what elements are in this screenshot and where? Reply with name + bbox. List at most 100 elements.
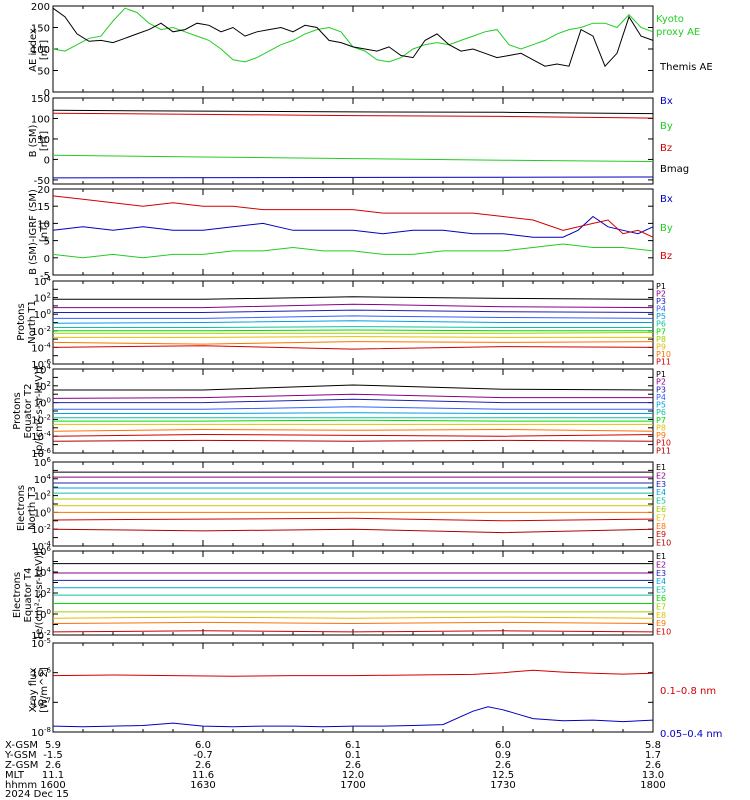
panel-2: -5 0 5 10 15 20 bbox=[37, 185, 654, 282]
legend-e8: E8 bbox=[656, 611, 666, 620]
tick-base: 10 bbox=[34, 492, 47, 503]
series-line-p9 bbox=[52, 428, 654, 432]
eph-value: -1.5 bbox=[43, 750, 63, 761]
xray-ylabel-b: [W/m^2] bbox=[39, 667, 50, 713]
series-line-p8 bbox=[53, 332, 654, 334]
tick-exponent: -6 bbox=[44, 358, 52, 366]
e1-ylabel-b: North T3 bbox=[27, 486, 38, 530]
series-line-p9 bbox=[53, 336, 653, 338]
tick-base: 10 bbox=[34, 310, 47, 321]
tick-exponent: -6 bbox=[44, 447, 52, 455]
y-tick-label: 10-6 bbox=[31, 358, 51, 371]
series-line-p1 bbox=[53, 384, 654, 391]
panel-frame bbox=[52, 461, 654, 547]
legend-p4: P4 bbox=[656, 305, 666, 314]
legend-e1: E1 bbox=[656, 552, 666, 561]
legend-p7: P7 bbox=[656, 416, 666, 425]
bdiff-ylabel: B (SM)-IGRF (SM) bbox=[28, 189, 39, 275]
tick-base: 10 bbox=[34, 547, 47, 558]
y-tick-label: 102 bbox=[34, 587, 51, 600]
legend-p5: P5 bbox=[656, 401, 666, 410]
legend-p4: P4 bbox=[656, 393, 666, 402]
y-tick-label: 102 bbox=[34, 490, 51, 503]
legend-xray-short: 0.05–0.4 nm bbox=[660, 729, 722, 740]
panel-0: 0 50 100 150 200 bbox=[31, 2, 654, 99]
e2-ylabel-a: Electrons bbox=[12, 572, 23, 618]
legend-e5: E5 bbox=[656, 497, 666, 506]
eph-label-hhmm: hhmm bbox=[5, 780, 37, 791]
xray-ylabel-a: Xray flux bbox=[28, 668, 39, 713]
y-tick-label: 150 bbox=[31, 24, 50, 35]
series-line-kyoto-proxy-ae bbox=[52, 7, 654, 63]
eph-value: -0.7 bbox=[193, 750, 213, 761]
eph-value: 13.0 bbox=[642, 770, 664, 781]
y-tick-label: 50 bbox=[37, 67, 50, 78]
legend-e9: E9 bbox=[656, 619, 666, 628]
series-line-themis-ae bbox=[52, 7, 654, 68]
legend-b-bx: Bx bbox=[660, 96, 673, 107]
series-line-0-05-0-4-nm bbox=[52, 706, 654, 728]
tick-base: 10 bbox=[34, 458, 47, 469]
y-tick-label: 10-2 bbox=[31, 325, 51, 338]
p1-ylabel-b: North T1 bbox=[27, 300, 38, 344]
y-tick-label: 102 bbox=[34, 380, 51, 393]
y-tick-label: 200 bbox=[31, 2, 50, 13]
eph-value: 2.6 bbox=[645, 760, 661, 771]
series-line-by bbox=[52, 154, 654, 162]
panel-4: 10410210010-210-410-6P1P2P3P4P5P6P7P8P9P… bbox=[31, 363, 671, 460]
eph-value: 1730 bbox=[490, 780, 515, 791]
y-tick-label: 10-4 bbox=[31, 430, 51, 443]
eph-label-y: Y-GSM bbox=[4, 750, 37, 761]
eph-value: 2.6 bbox=[195, 760, 211, 771]
tick-base: 10 bbox=[31, 639, 44, 650]
eph-value: 1.7 bbox=[645, 750, 661, 761]
eph-label-mlt: MLT bbox=[5, 770, 25, 781]
legend-e2: E2 bbox=[656, 471, 666, 480]
y-tick-label: 106 bbox=[34, 545, 52, 558]
legend-p6: P6 bbox=[656, 408, 666, 417]
legend-e9: E9 bbox=[656, 530, 666, 539]
legend-e4: E4 bbox=[656, 577, 666, 586]
tick-exponent: 4 bbox=[47, 566, 52, 574]
y-tick-label: 10-6 bbox=[31, 447, 51, 460]
panel-frame bbox=[52, 5, 654, 93]
panel-3: 10410210010-210-410-6P1P2P3P4P5P6P7P8P9P… bbox=[31, 275, 671, 371]
tick-exponent: -2 bbox=[44, 523, 51, 531]
tick-base: 10 bbox=[31, 449, 44, 460]
tick-exponent: -4 bbox=[44, 341, 52, 349]
series-line-p4 bbox=[53, 406, 653, 410]
y-tick-label: 104 bbox=[34, 473, 52, 486]
y-tick-label: 104 bbox=[34, 566, 52, 579]
legend-p11: P11 bbox=[656, 446, 671, 455]
legend-p10: P10 bbox=[656, 439, 671, 448]
e2-ylabel-b: Equator T4 bbox=[23, 568, 34, 623]
series-line-bx bbox=[52, 176, 654, 179]
tick-base: 10 bbox=[34, 568, 47, 579]
y-tick-label: 10-2 bbox=[31, 523, 51, 536]
b-ylabel: B (SM) bbox=[28, 124, 39, 157]
y-tick-label: 10-2 bbox=[31, 413, 51, 426]
eph-value: 11.1 bbox=[42, 770, 64, 781]
legend-b-bz: Bz bbox=[660, 143, 672, 154]
tick-base: 10 bbox=[31, 432, 44, 443]
tick-exponent: -4 bbox=[44, 540, 52, 548]
y-tick-label: 10-4 bbox=[31, 540, 51, 553]
e2-ylabel-c: [e/(cm²-s-sr-keV)] bbox=[34, 551, 45, 639]
eph-value: 1600 bbox=[40, 780, 65, 791]
panel-1: -50 0 50 100 150 bbox=[31, 94, 654, 187]
b-ylabel-unit: [nT] bbox=[39, 131, 50, 151]
y-tick-label: -5 bbox=[40, 271, 50, 282]
series-line-p3 bbox=[53, 398, 653, 404]
y-tick-label: 106 bbox=[34, 456, 52, 469]
tick-base: 10 bbox=[31, 327, 44, 338]
tick-base: 10 bbox=[31, 542, 44, 553]
legend-e8: E8 bbox=[656, 522, 666, 531]
tick-base: 10 bbox=[34, 382, 47, 393]
legend-e3: E3 bbox=[656, 569, 666, 578]
legend-p8: P8 bbox=[656, 423, 666, 432]
legend-e10: E10 bbox=[656, 539, 671, 548]
legend-e3: E3 bbox=[656, 480, 666, 489]
y-tick-label: 102 bbox=[34, 292, 51, 305]
tick-exponent: 6 bbox=[47, 545, 52, 553]
